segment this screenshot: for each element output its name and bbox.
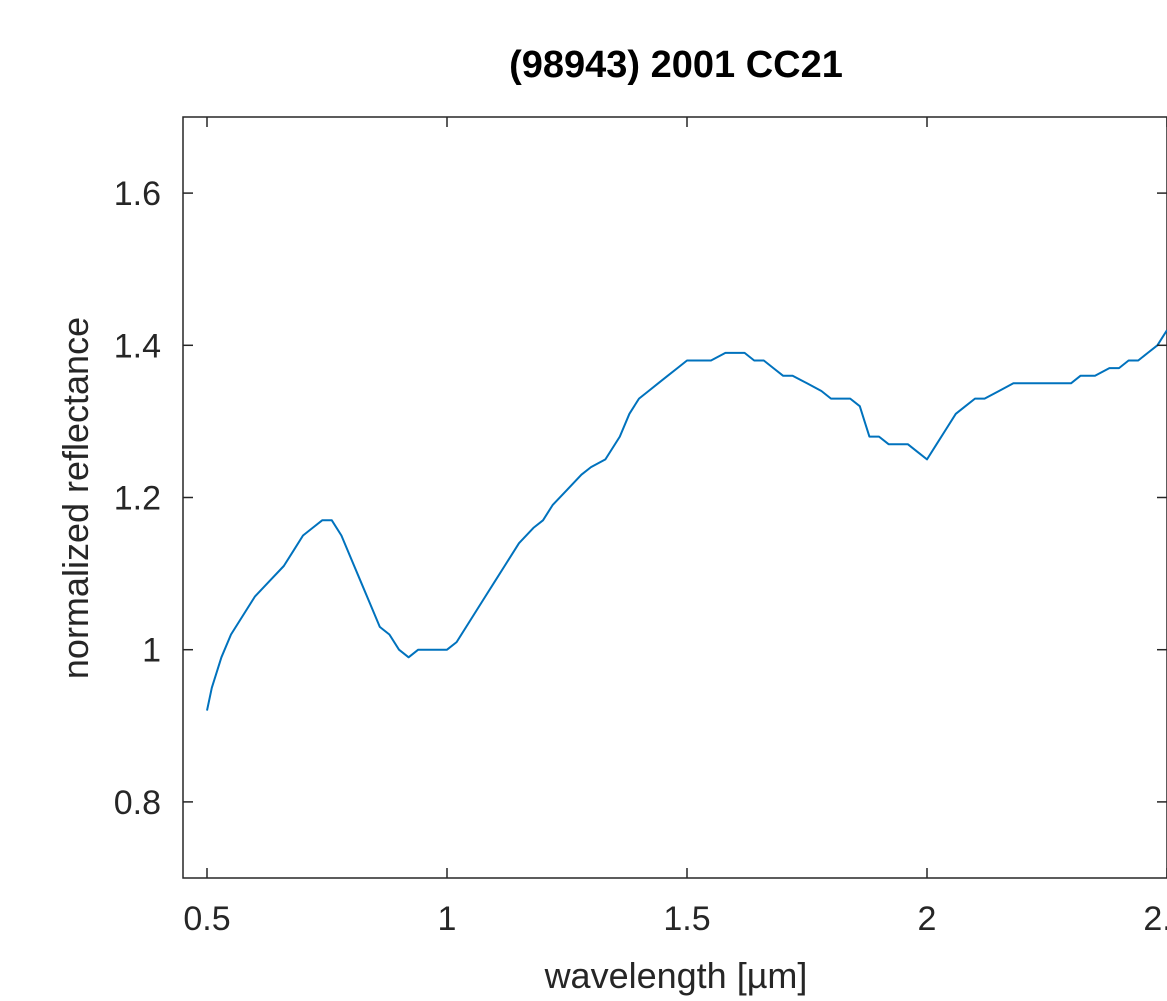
spectrum-series-line: [206, 329, 1167, 711]
x-tick-label: 2: [918, 900, 937, 938]
series-layer: [206, 329, 1167, 711]
plot-frame: [182, 116, 1167, 879]
y-tick-label: 1.2: [114, 480, 161, 518]
chart-title: (98943) 2001 CC21: [509, 44, 843, 86]
y-tick-label: 1.6: [114, 175, 161, 213]
y-tick-label: 0.8: [114, 784, 161, 822]
y-tick-label: 1.4: [114, 327, 161, 365]
y-axis-label: normalized reflectance: [55, 317, 96, 679]
x-tick-label: 1: [438, 900, 457, 938]
axes-layer: [182, 116, 1167, 879]
x-tick-label: 0.5: [183, 900, 230, 938]
y-tick-label: 1: [142, 632, 161, 670]
x-tick-label: 2.5: [1143, 900, 1167, 938]
ticks-layer: 0.5 1 1.5 2 2.5 0.8 1 1.2 1.4 1.6: [114, 117, 1167, 938]
x-tick-label: 1.5: [663, 900, 710, 938]
x-axis-label: wavelength [µm]: [544, 955, 808, 996]
